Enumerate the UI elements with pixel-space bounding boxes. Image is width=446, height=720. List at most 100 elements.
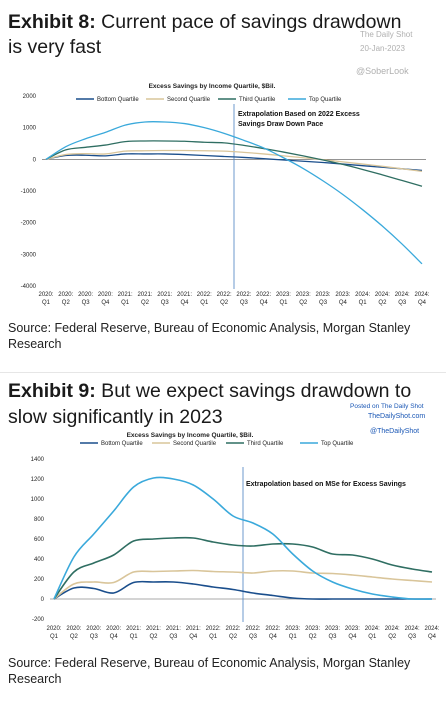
exhibit-9-watermark-site: TheDailyShot.com — [368, 413, 426, 420]
y-tick-label-0: 2000 — [23, 94, 37, 100]
legend-label-0: Bottom Quartile — [101, 441, 143, 447]
y-tick-label-6: -4000 — [21, 284, 37, 290]
x-tick-label-12: 2023: Q1 — [276, 292, 291, 306]
x-tick-label-3: 2020: Q4 — [106, 626, 121, 640]
exhibit-8-source-line1: Source: Federal Reserve, Bureau of Econo… — [8, 321, 411, 335]
series-line-third-quartile — [45, 140, 423, 187]
legend-label-0: Bottom Quartile — [97, 97, 139, 103]
exhibit-9-chart-title: Excess Savings by Income Quartile, $Bil. — [127, 432, 254, 439]
exhibit-9-series-group — [53, 476, 433, 600]
exhibit-9-watermark-handle: @TheDailyShot — [370, 428, 420, 435]
x-tick-label-18: 2024: Q3 — [395, 292, 410, 306]
exhibit-9-chart: Excess Savings by Income Quartile, $Bil.… — [31, 432, 440, 640]
x-tick-label-9: 2022: Q2 — [217, 292, 232, 306]
x-tick-label-4: 2021: Q1 — [118, 292, 133, 306]
y-tick-label-4: -2000 — [21, 221, 37, 227]
x-tick-label-10: 2022: Q3 — [245, 626, 260, 640]
x-tick-label-14: 2023: Q3 — [316, 292, 331, 306]
x-tick-label-2: 2020: Q3 — [78, 292, 93, 306]
y-tick-label-4: 600 — [34, 537, 45, 543]
x-tick-label-8: 2022: Q1 — [197, 292, 212, 306]
series-line-third-quartile — [53, 536, 433, 600]
series-line-second-quartile — [53, 569, 433, 600]
y-tick-label-5: 400 — [34, 557, 45, 563]
x-tick-label-15: 2023: Q4 — [345, 626, 360, 640]
x-tick-label-17: 2024: Q2 — [375, 292, 390, 306]
x-tick-label-17: 2024: Q2 — [385, 626, 400, 640]
x-tick-label-14: 2023: Q3 — [325, 626, 340, 640]
x-tick-label-4: 2021: Q1 — [126, 626, 141, 640]
x-tick-label-18: 2024: Q3 — [405, 626, 420, 640]
exhibit-9-source: Source: Federal Reserve, Bureau of Econo… — [8, 655, 438, 687]
series-line-top-quartile — [53, 476, 433, 600]
y-tick-label-0: 1400 — [31, 457, 45, 463]
legend-label-1: Second Quartile — [167, 97, 211, 103]
y-tick-label-1: 1200 — [31, 477, 45, 483]
exhibit-9-panel: Exhibit 9: But we expect savings drawdow… — [0, 372, 446, 720]
y-tick-label-5: -3000 — [21, 252, 37, 258]
exhibit-8-panel: Exhibit 8: Current pace of savings drawd… — [0, 0, 446, 358]
legend-label-2: Third Quartile — [247, 441, 284, 447]
legend-label-3: Top Quartile — [309, 97, 342, 103]
x-tick-label-2: 2020: Q3 — [86, 626, 101, 640]
series-line-top-quartile — [45, 121, 423, 265]
x-tick-label-8: 2022: Q1 — [206, 626, 221, 640]
exhibit-9-title: Exhibit 9: But we expect savings drawdow… — [8, 379, 411, 403]
exhibit-8-title: Exhibit 8: Current pace of savings drawd… — [8, 10, 401, 34]
x-tick-label-3: 2020: Q4 — [98, 292, 113, 306]
x-tick-label-15: 2023: Q4 — [335, 292, 350, 306]
legend-label-2: Third Quartile — [239, 97, 276, 103]
x-tick-label-7: 2021: Q4 — [177, 292, 192, 306]
exhibit-8-annotation-line1: Extrapolation Based on 2022 Excess — [238, 111, 360, 118]
x-tick-label-1: 2020: Q2 — [58, 292, 73, 306]
x-tick-label-19: 2024: Q4 — [424, 626, 439, 640]
x-tick-label-13: 2023: Q2 — [305, 626, 320, 640]
y-tick-label-3: -1000 — [21, 189, 37, 195]
y-tick-label-8: -200 — [32, 617, 45, 623]
x-tick-label-9: 2022: Q2 — [226, 626, 241, 640]
exhibit-8-watermark-handle: @SoberLook — [356, 66, 409, 76]
y-tick-label-2: 0 — [33, 157, 37, 163]
x-tick-label-16: 2024: Q1 — [355, 292, 370, 306]
exhibit-8-title-line2: is very fast — [8, 36, 102, 58]
exhibit-9-legend: Bottom Quartile Second Quartile Third Quar… — [80, 441, 354, 447]
exhibit-8-annotation-line2: Savings Draw Down Pace — [238, 121, 323, 128]
y-tick-label-1: 1000 — [23, 126, 37, 132]
exhibit-9-watermark-posted: Posted on The Daily Shot — [350, 403, 424, 410]
legend-label-3: Top Quartile — [321, 441, 354, 447]
x-tick-label-5: 2021: Q2 — [137, 292, 152, 306]
exhibit-8-watermark-shot: The Daily Shot — [360, 30, 413, 39]
series-line-bottom-quartile — [45, 153, 423, 172]
exhibit-9-title-rest: But we expect savings drawdown to — [95, 380, 412, 402]
exhibit-8-series-group — [45, 121, 423, 265]
exhibit-8-chart-title: Excess Savings by Income Quartile, $Bil. — [149, 83, 276, 90]
x-tick-label-0: 2020: Q1 — [38, 292, 53, 306]
exhibit-9-title-bold: Exhibit 9: — [8, 380, 96, 402]
x-tick-label-7: 2021: Q4 — [186, 626, 201, 640]
x-tick-label-19: 2024: Q4 — [414, 292, 429, 306]
x-tick-label-1: 2020: Q2 — [66, 626, 81, 640]
exhibit-8-source: Source: Federal Reserve, Bureau of Econo… — [8, 320, 438, 352]
series-line-bottom-quartile — [53, 580, 432, 600]
exhibit-8-title-bold: Exhibit 8: — [8, 11, 96, 33]
x-tick-label-5: 2021: Q2 — [146, 626, 161, 640]
y-tick-label-6: 200 — [34, 577, 45, 583]
exhibit-8-chart: Excess Savings by Income Quartile, $Bil.… — [21, 83, 430, 306]
exhibit-9-source-line2: Research — [8, 672, 62, 686]
exhibit-8-title-rest: Current pace of savings drawdown — [95, 11, 402, 33]
x-tick-label-13: 2023: Q2 — [296, 292, 311, 306]
exhibit-8-legend: Bottom Quartile Second Quartile Third Quar… — [76, 97, 342, 103]
exhibit-9-x-ticks: 2020: Q1 2020: Q2 2020: Q3 2020: Q4 2021: Q1 2021:… — [46, 626, 439, 640]
exhibit-9-annotation: Extrapolation based on MSe for Excess Sa… — [246, 481, 406, 488]
x-tick-label-10: 2022: Q3 — [236, 292, 251, 306]
exhibit-9-source-line1: Source: Federal Reserve, Bureau of Econo… — [8, 656, 411, 670]
exhibit-8-x-ticks: 2020: Q1 2020: Q2 2020: Q3 2020: Q4 2021: Q1 2021:… — [38, 292, 429, 306]
legend-label-1: Second Quartile — [173, 441, 217, 447]
y-tick-label-2: 1000 — [31, 497, 45, 503]
x-tick-label-0: 2020: Q1 — [46, 626, 61, 640]
exhibit-9-title-line2: slow significantly in 2023 — [8, 406, 223, 428]
x-tick-label-16: 2024: Q1 — [365, 626, 380, 640]
x-tick-label-11: 2022: Q4 — [256, 292, 271, 306]
exhibit-8-watermark-date: 20-Jan-2023 — [360, 44, 405, 53]
x-tick-label-11: 2022: Q4 — [265, 626, 280, 640]
